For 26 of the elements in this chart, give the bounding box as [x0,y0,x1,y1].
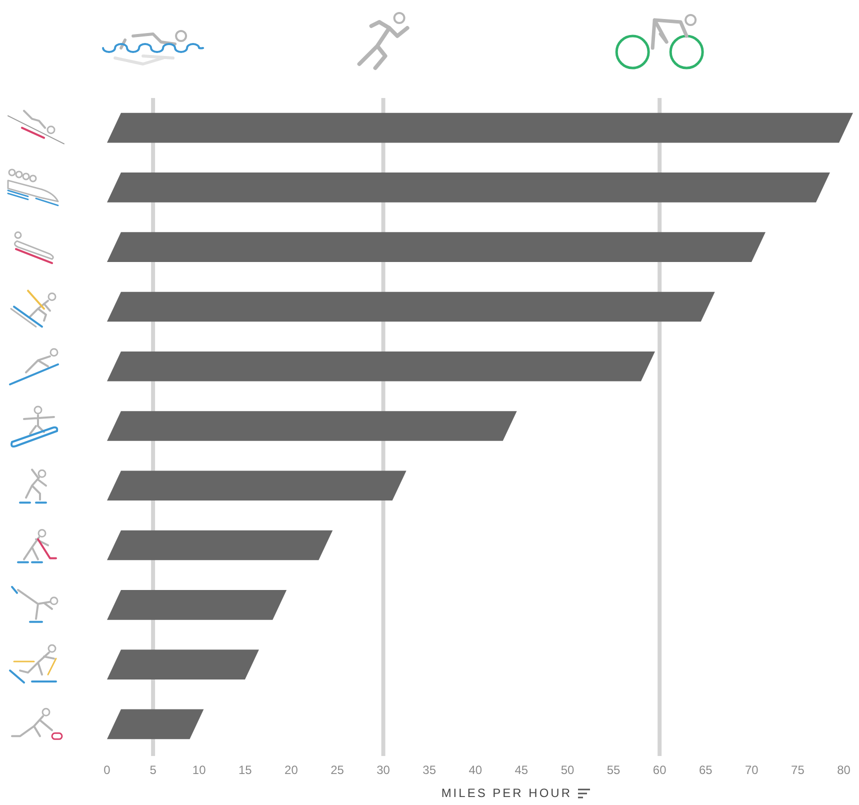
bar [107,172,830,202]
bar [107,411,517,441]
x-axis-title: MILES PER HOUR [441,786,572,800]
bar [107,232,766,262]
x-tick-label: 55 [606,763,621,777]
bar [107,470,406,501]
x-tick-label: 70 [745,763,759,777]
bar [107,530,333,560]
x-tick-label: 20 [284,763,298,777]
x-tick-label: 60 [652,763,667,777]
x-tick-label: 10 [192,763,206,777]
x-tick-label: 30 [376,763,390,777]
x-tick-label: 0 [104,763,111,777]
x-tick-label: 35 [422,763,436,777]
x-tick-label: 15 [238,763,252,777]
x-tick-label: 40 [468,763,482,777]
bar [107,351,655,382]
x-tick-label: 25 [330,763,344,777]
bar [107,292,715,322]
x-tick-label: 5 [150,763,157,777]
x-tick-label: 50 [560,763,574,777]
x-tick-label: 65 [698,763,713,777]
x-tick-label: 45 [514,763,528,777]
bar [107,112,853,143]
x-tick-label: 75 [791,763,805,777]
x-tick-label: 80 [837,763,851,777]
